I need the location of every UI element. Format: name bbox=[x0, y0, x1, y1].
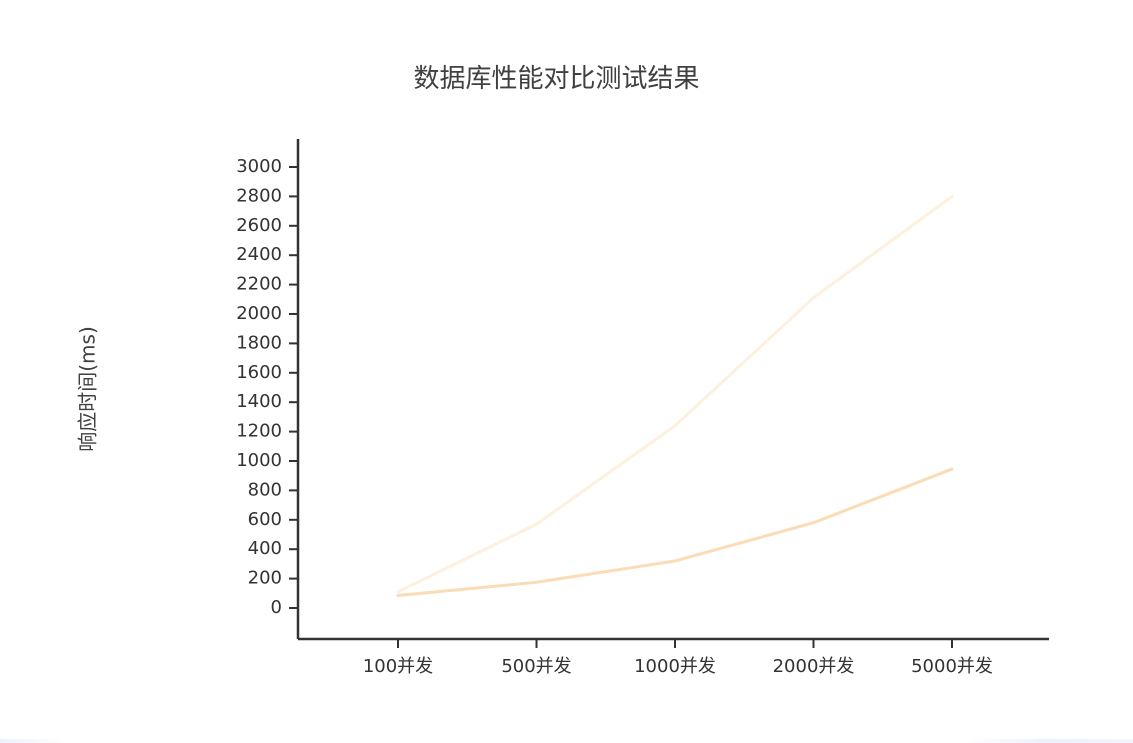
series-layer bbox=[396, 194, 954, 598]
y-tick-label: 2600 bbox=[236, 215, 282, 236]
y-tick-label: 1400 bbox=[236, 391, 282, 412]
y-tick-label: 2000 bbox=[236, 303, 282, 324]
y-tick-label: 2400 bbox=[236, 244, 282, 265]
y-tick-label: 200 bbox=[248, 568, 282, 589]
axes bbox=[296, 139, 1049, 641]
x-tick-label: 500并发 bbox=[501, 656, 571, 677]
series-line-1 bbox=[396, 194, 954, 594]
y-tick-label: 1800 bbox=[236, 332, 282, 353]
y-tick-label: 2800 bbox=[236, 185, 282, 206]
y-tick-label: 0 bbox=[271, 597, 282, 618]
y-tick-label: 800 bbox=[248, 479, 282, 500]
y-tick-label: 1200 bbox=[236, 421, 282, 442]
x-tick-label: 5000并发 bbox=[911, 656, 993, 677]
bottom-edge bbox=[0, 739, 1133, 743]
series-line-2 bbox=[396, 467, 954, 598]
y-tick-label: 3000 bbox=[236, 156, 282, 177]
x-tick-label: 1000并发 bbox=[634, 656, 716, 677]
x-axis-ticks: 100并发 500并发 1000并发 2000并发 5000并发 bbox=[363, 639, 993, 677]
chart-title: 数据库性能对比测试结果 bbox=[413, 64, 700, 94]
y-tick-label: 600 bbox=[248, 509, 282, 530]
y-axis-ticks: 0 200 400 600 800 1000 1200 1400 1600 1800 2000 220… bbox=[236, 156, 298, 618]
y-tick-label: 400 bbox=[248, 538, 282, 559]
y-tick-label: 1600 bbox=[236, 362, 282, 383]
x-tick-label: 2000并发 bbox=[773, 656, 855, 677]
y-tick-label: 1000 bbox=[236, 450, 282, 471]
y-tick-label: 2200 bbox=[236, 274, 282, 295]
x-tick-label: 100并发 bbox=[363, 656, 433, 677]
